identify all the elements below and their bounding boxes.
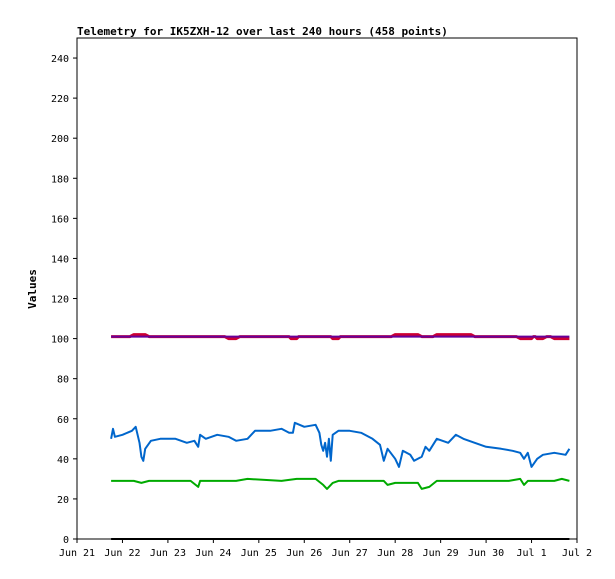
x-tick-label: Jun 23 [150, 548, 186, 559]
chart-title: Telemetry for IK5ZXH-12 over last 240 ho… [77, 25, 448, 38]
x-tick-label: Jun 22 [104, 548, 140, 559]
y-tick-label: 120 [51, 295, 69, 306]
y-tick-label: 220 [51, 94, 69, 105]
y-axis: 0 20 40 60 80 100 120 140 160 180 200 220 240 [51, 54, 77, 546]
y-tick-label: 200 [51, 134, 69, 145]
series-layer [110, 333, 571, 540]
y-tick-label: 80 [57, 375, 69, 386]
y-tick-label: 60 [57, 415, 69, 426]
x-tick-label: Jun 27 [332, 548, 368, 559]
x-tick-label: Jun 28 [377, 548, 413, 559]
y-tick-label: 100 [51, 335, 69, 346]
x-tick-label: Jun 25 [241, 548, 277, 559]
x-tick-label: Jun 29 [423, 548, 459, 559]
y-tick-label: 180 [51, 174, 69, 185]
y-tick-label: 140 [51, 254, 69, 265]
x-tick-label: Jun 26 [286, 548, 322, 559]
x-axis: Jun 21 Jun 22 Jun 23 Jun 24 Jun 25 Jun 26 Jun … [59, 539, 592, 559]
y-axis-label: Values [26, 269, 39, 309]
x-tick-label: Jul 1 [516, 548, 546, 559]
x-tick-label: Jul 2 [562, 548, 592, 559]
x-tick-label: Jun 21 [59, 548, 95, 559]
plot-frame [76, 37, 578, 540]
x-tick-label: Jun 30 [468, 548, 504, 559]
y-tick-label: 240 [51, 54, 69, 65]
y-tick-label: 0 [63, 535, 69, 546]
x-tick-label: Jun 24 [195, 548, 231, 559]
series-line-0 [110, 421, 571, 468]
series-line-1 [111, 477, 570, 490]
y-tick-label: 20 [57, 495, 69, 506]
y-tick-label: 160 [51, 214, 69, 225]
y-tick-label: 40 [57, 455, 69, 466]
